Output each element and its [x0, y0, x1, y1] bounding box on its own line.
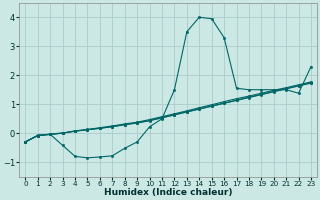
X-axis label: Humidex (Indice chaleur): Humidex (Indice chaleur)	[104, 188, 232, 197]
